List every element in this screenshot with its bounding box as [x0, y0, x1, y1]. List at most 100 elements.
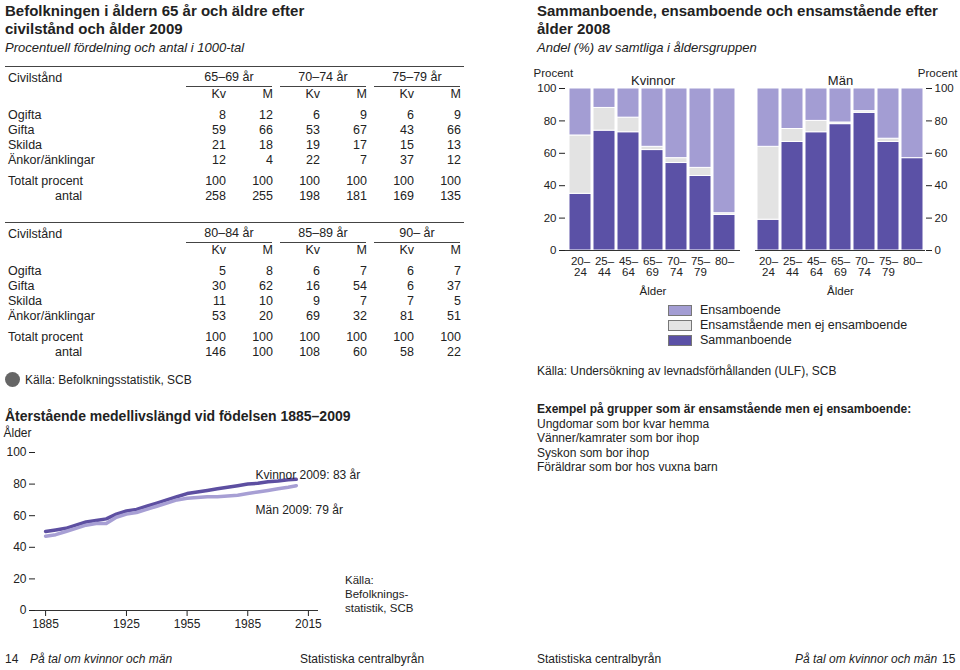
html-text:12: 12: [212, 153, 226, 167]
html-text:Ungdomar som bor kvar hemma: Ungdomar som bor kvar hemma: [537, 416, 710, 431]
html-text:17: 17: [353, 138, 367, 152]
svg-text:65–69: 65–69: [643, 255, 663, 279]
html-text:37: 37: [400, 153, 414, 167]
html-text:66: 66: [447, 123, 461, 137]
html-text:Återstående medellivslängd vid: Återstående medellivslängd vid födelsen …: [5, 408, 351, 424]
svg-text:1955: 1955: [174, 617, 201, 631]
html-text:Civilstånd: Civilstånd: [8, 71, 63, 85]
html-text:100: 100: [393, 174, 414, 188]
html-text:53: 53: [306, 123, 320, 137]
svg-text:60: 60: [935, 147, 948, 159]
svg-text:70–74: 70–74: [855, 255, 875, 279]
html-text:85–89 år: 85–89 år: [298, 226, 348, 240]
svg-text:80–: 80–: [715, 255, 735, 267]
svg-text:45–64: 45–64: [619, 255, 639, 279]
svg-text:20: 20: [935, 212, 948, 224]
html-text:75–79 år: 75–79 år: [392, 70, 442, 84]
svg-text:25–44: 25–44: [595, 255, 615, 279]
html-text:90– år: 90– år: [399, 226, 435, 240]
svg-text:40: 40: [544, 179, 557, 191]
html-text:100: 100: [252, 174, 273, 188]
svg-text:80–: 80–: [903, 255, 923, 267]
html-text:100: 100: [299, 174, 320, 188]
html-text:Gifta: Gifta: [8, 123, 35, 137]
svg-text:0: 0: [550, 244, 556, 256]
svg-text:Ålder: Ålder: [640, 285, 667, 297]
html-text:Änkor/änklingar: Änkor/änklingar: [8, 153, 95, 167]
html-text:80–84 år: 80–84 år: [204, 226, 254, 240]
svg-text:100: 100: [935, 82, 954, 94]
svg-text:60: 60: [13, 509, 27, 523]
html-text:Befolkningen i åldern 65 år oc: Befolkningen i åldern 65 år och äldre ef…: [5, 2, 305, 37]
html-text:Sammanboende, ensamboende och: Sammanboende, ensamboende och ensamståen…: [537, 2, 938, 37]
svg-text:0: 0: [935, 244, 941, 256]
html-text:181: 181: [346, 189, 367, 203]
html-text:100: 100: [346, 174, 367, 188]
html-text:43: 43: [400, 123, 414, 137]
svg-text:Ålder: Ålder: [4, 425, 32, 440]
html-text:Ogifta: Ogifta: [8, 108, 42, 122]
html-text:19: 19: [306, 138, 320, 152]
html-text:Totalt procent: Totalt procent: [8, 174, 83, 188]
svg-text:80: 80: [544, 115, 557, 127]
svg-text:1925: 1925: [113, 617, 140, 631]
html-text:198: 198: [299, 189, 320, 203]
html-text:Andel (%) av samtliga i ålders: Andel (%) av samtliga i åldersgruppen: [537, 40, 757, 55]
html-text:18: 18: [259, 138, 273, 152]
html-text:100: 100: [205, 174, 226, 188]
html-text:135: 135: [440, 189, 461, 203]
svg-text:1885: 1885: [32, 617, 59, 631]
svg-text:75–79: 75–79: [691, 255, 711, 279]
html-text:100: 100: [440, 174, 461, 188]
html-text:70–74 år: 70–74 år: [298, 70, 348, 84]
svg-text:40: 40: [935, 179, 948, 191]
html-text:13: 13: [447, 138, 461, 152]
html-text:15: 15: [400, 138, 414, 152]
svg-text:Procent: Procent: [918, 67, 958, 79]
html-text:255: 255: [252, 189, 273, 203]
svg-text:Kvinnor 2009: 83 år: Kvinnor 2009: 83 år: [256, 468, 361, 482]
svg-text:20: 20: [13, 572, 27, 586]
html-text:Civilstånd: Civilstånd: [8, 227, 63, 241]
svg-text:70–74: 70–74: [667, 255, 687, 279]
svg-text:Ålder: Ålder: [827, 285, 854, 297]
html-text:Kv: Kv: [399, 87, 414, 101]
svg-text:2015: 2015: [295, 617, 322, 631]
svg-text:45–64: 45–64: [807, 255, 827, 279]
html-text:65–69 år: 65–69 år: [204, 70, 254, 84]
svg-text:65–69: 65–69: [831, 255, 851, 279]
svg-text:40: 40: [13, 540, 27, 554]
svg-text:80: 80: [935, 115, 948, 127]
html-text:67: 67: [353, 123, 367, 137]
svg-text:60: 60: [544, 147, 557, 159]
html-text:Syskon som bor ihop: Syskon som bor ihop: [537, 445, 650, 460]
html-text:66: 66: [259, 123, 273, 137]
svg-text:25–44: 25–44: [783, 255, 803, 279]
svg-text:20: 20: [544, 212, 557, 224]
html-text:258: 258: [205, 189, 226, 203]
svg-text:80: 80: [13, 477, 27, 491]
svg-text:100: 100: [537, 82, 556, 94]
svg-text:20–24: 20–24: [571, 255, 591, 279]
svg-text:1985: 1985: [234, 617, 261, 631]
html-text:12: 12: [447, 153, 461, 167]
svg-text:100: 100: [6, 445, 26, 459]
svg-text:Män: Män: [828, 73, 853, 88]
svg-text:75–79: 75–79: [879, 255, 899, 279]
html-text:22: 22: [306, 153, 320, 167]
html-text:Källa: Befolknings- statistik,: Källa: Befolknings- statistik, SCB: [345, 574, 414, 614]
svg-text:Procent: Procent: [534, 67, 574, 79]
html-text:12: 12: [259, 108, 273, 122]
html-text:antal: antal: [55, 189, 83, 203]
html-text:59: 59: [212, 123, 226, 137]
svg-text:Män 2009: 79 år: Män 2009: 79 år: [256, 503, 343, 517]
html-text:Kv: Kv: [305, 87, 320, 101]
html-text:Skilda: Skilda: [8, 138, 42, 152]
html-text:169: 169: [393, 189, 414, 203]
html-text:Kv: Kv: [211, 87, 226, 101]
html-text:Procentuell fördelning och ant: Procentuell fördelning och antal i 1000-…: [5, 40, 245, 55]
svg-text:Kvinnor: Kvinnor: [631, 73, 676, 88]
svg-text:20–24: 20–24: [759, 255, 779, 279]
svg-text:0: 0: [20, 603, 27, 617]
html-text:21: 21: [212, 138, 226, 152]
